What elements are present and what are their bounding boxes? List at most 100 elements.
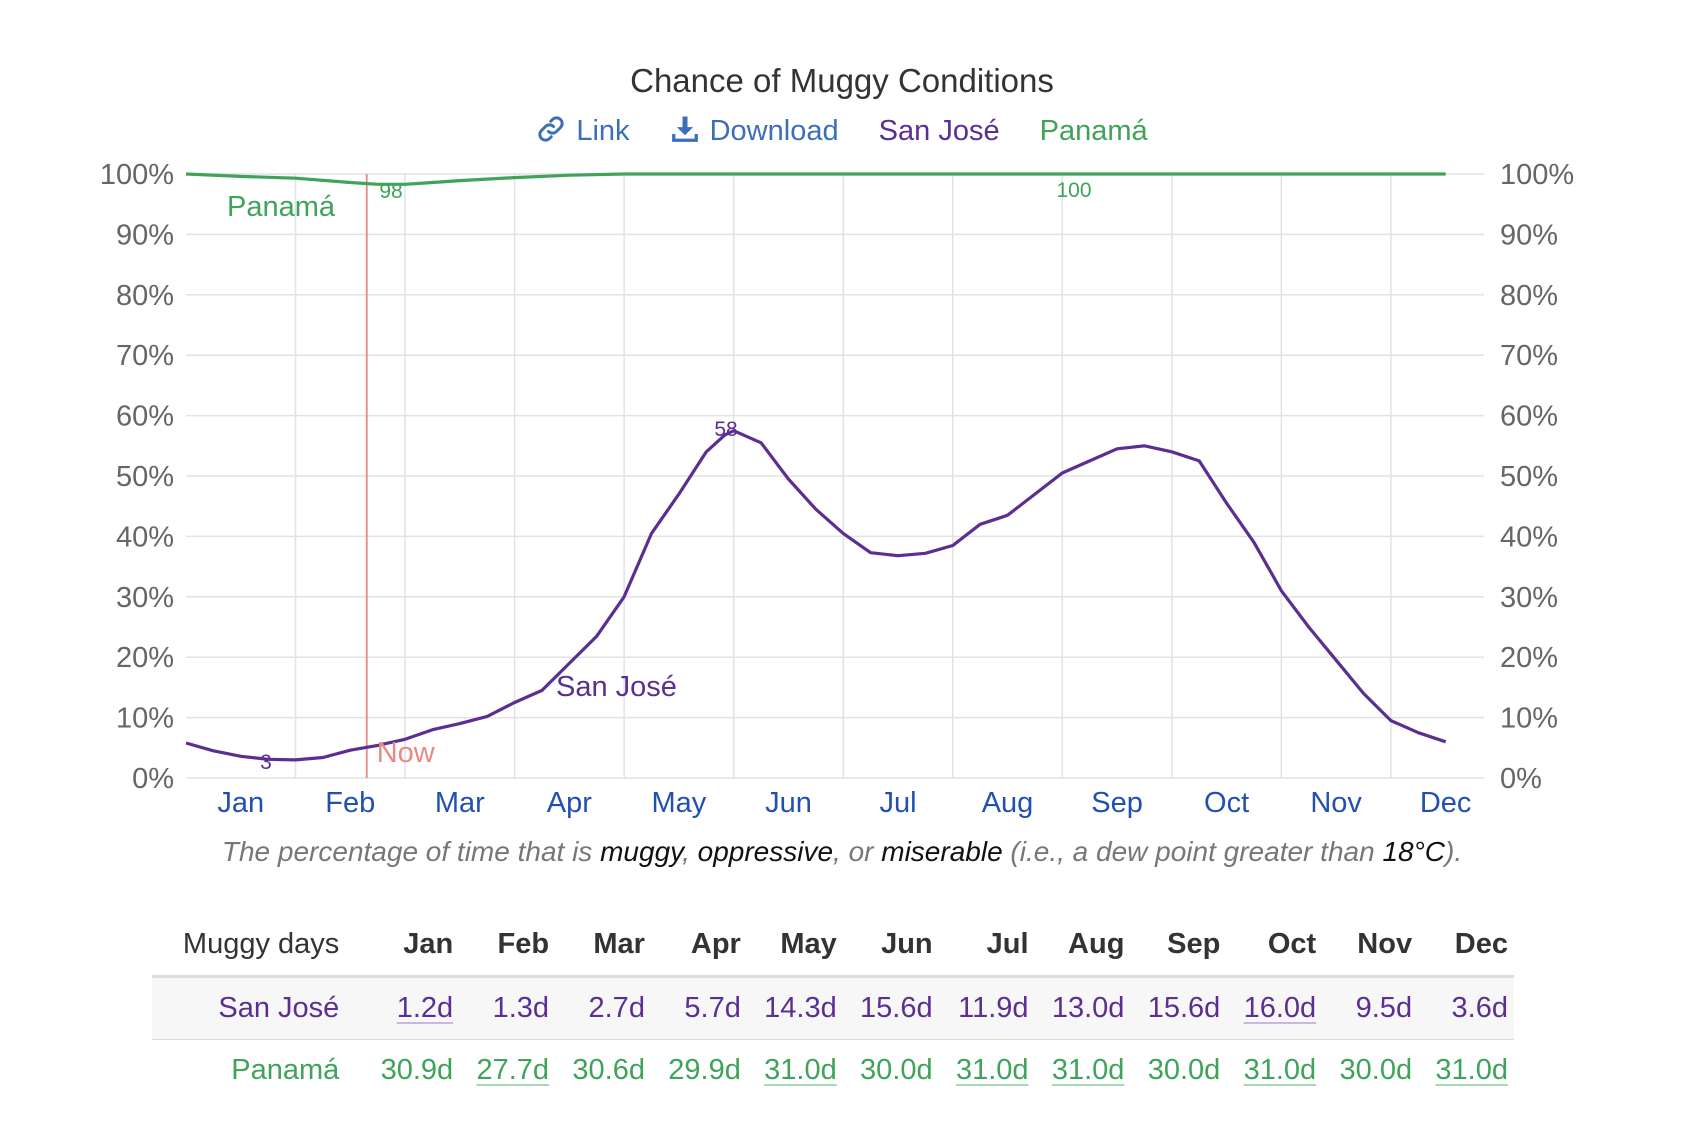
table-cell[interactable]: 31.0d <box>939 1040 1035 1102</box>
y-tick-label-left: 60% <box>116 401 174 433</box>
y-tick-label-left: 30% <box>116 582 174 614</box>
y-tick-label-right: 10% <box>1500 703 1558 735</box>
month-label: Sep <box>1091 787 1143 819</box>
month-label: Aug <box>982 787 1034 819</box>
month-label: Oct <box>1204 787 1249 819</box>
table-cell: 30.0d <box>1130 1040 1226 1102</box>
y-tick-label-right: 90% <box>1500 219 1558 251</box>
table-cell: 30.9d <box>363 1040 459 1102</box>
table-cell[interactable]: 31.0d <box>1418 1040 1514 1102</box>
table-cell-value: 15.6d <box>860 992 933 1024</box>
san-jose-min-label: 3 <box>260 751 272 774</box>
legend-panama[interactable]: Panamá <box>1039 115 1148 147</box>
y-tick-label-left: 40% <box>116 521 174 553</box>
table-cell-value: 29.9d <box>668 1054 741 1086</box>
chart-series <box>185 172 1447 778</box>
chart-grid <box>186 173 1484 779</box>
caption-prefix: The percentage of time that is <box>221 836 601 867</box>
table-cell: 2.7d <box>555 975 651 1040</box>
table-header-month: Mar <box>593 928 645 960</box>
table-cell-value: 11.9d <box>958 992 1029 1024</box>
table-cell: 14.3d <box>746 975 843 1040</box>
link-label: Link <box>576 115 630 147</box>
chart-axes: 0% 0% 10% 10% 20% 20% 30% 30% 40% 40% 50% 50% 60% 60%… <box>100 159 1574 819</box>
table-cell: 13.0d <box>1034 975 1131 1040</box>
y-tick-label-left: 70% <box>116 340 174 372</box>
caption-sep2: , or <box>833 836 882 867</box>
table-row-label: San José <box>152 975 364 1040</box>
month-label: Mar <box>435 787 485 819</box>
table-cell-value: 30.0d <box>1339 1054 1413 1086</box>
table-cell-value: 30.6d <box>572 1054 645 1086</box>
muggy-days-table: Muggy days Jan Feb Mar Apr May Jun Jul Aug Sep Oc… <box>152 920 1514 1101</box>
table-cell-link[interactable]: 31.0d <box>955 1054 1029 1086</box>
month-label: May <box>652 787 707 819</box>
link-icon <box>538 116 564 142</box>
table-cell-value: 14.3d <box>764 992 837 1024</box>
table-header-month: May <box>780 928 837 960</box>
month-label: Nov <box>1310 787 1362 819</box>
table-cell-link[interactable]: 31.0d <box>1243 1054 1317 1086</box>
table-cell-link[interactable]: 31.0d <box>1435 1054 1508 1086</box>
table-cell-value: 9.5d <box>1355 992 1413 1024</box>
y-tick-label-right: 100% <box>1500 159 1574 191</box>
table-cell[interactable]: 27.7d <box>459 1040 555 1102</box>
table-cell: 30.0d <box>843 1040 939 1102</box>
caption-sep1: , <box>682 836 698 867</box>
table-cell: 5.7d <box>650 975 747 1040</box>
table-cell: 30.6d <box>555 1040 651 1102</box>
series-line-panama <box>185 172 1446 186</box>
month-label: Jun <box>765 787 812 819</box>
table-header-month: Jun <box>881 928 933 960</box>
table-cell-value: 3.6d <box>1451 992 1508 1024</box>
table-header-month: Jul <box>986 928 1029 960</box>
table-header-month: Aug <box>1068 928 1125 960</box>
table-cell[interactable]: 31.0d <box>1035 1040 1131 1102</box>
table-cell: 9.5d <box>1322 975 1419 1040</box>
panama-max-label: 100 <box>1056 179 1091 202</box>
table-cell[interactable]: 31.0d <box>1226 1040 1322 1102</box>
table-row: Panamá 30.9d 27.7d 30.6d 29.9d 31.0d 30.0d 31.0… <box>152 1040 1514 1102</box>
y-tick-label-left: 80% <box>116 280 174 312</box>
y-tick-label-right: 60% <box>1500 401 1558 433</box>
y-tick-label-left: 20% <box>116 642 174 674</box>
y-tick-label-right: 80% <box>1500 280 1558 312</box>
series-label-san-jose: San José <box>556 671 677 703</box>
san-jose-max-label: 58 <box>714 418 737 441</box>
table-cell: 15.6d <box>842 975 939 1040</box>
chart-caption: The percentage of time that is muggy, op… <box>0 836 1684 868</box>
panama-min-label: 98 <box>379 180 402 203</box>
table-cell-link[interactable]: 16.0d <box>1243 992 1317 1024</box>
link-button[interactable]: Link <box>536 114 630 148</box>
table-cell-value: 30.0d <box>1147 1054 1221 1086</box>
table-cell[interactable]: 1.2d <box>363 975 460 1040</box>
table-cell-link[interactable]: 31.0d <box>764 1054 837 1086</box>
table-cell-link[interactable]: 31.0d <box>1051 1054 1125 1086</box>
table-cell-link[interactable]: 1.2d <box>396 992 454 1024</box>
table-header-month: Dec <box>1454 928 1508 960</box>
download-icon <box>671 116 698 142</box>
table-cell[interactable]: 31.0d <box>747 1040 843 1102</box>
y-tick-label-right: 30% <box>1500 582 1558 614</box>
download-button[interactable]: Download <box>670 114 839 148</box>
legend-san-jose[interactable]: San José <box>878 115 1000 147</box>
table-cell-link[interactable]: 27.7d <box>476 1054 550 1086</box>
y-tick-label-right: 0% <box>1500 763 1542 795</box>
table-cell[interactable]: 16.0d <box>1226 975 1323 1040</box>
y-tick-label-right: 40% <box>1500 521 1558 553</box>
table-header-month: Apr <box>690 928 741 960</box>
table-header-label: Muggy days <box>182 928 340 960</box>
download-label: Download <box>709 115 839 147</box>
y-tick-label-right: 70% <box>1500 340 1558 372</box>
table-cell: 3.6d <box>1418 975 1514 1040</box>
table-cell: 30.0d <box>1322 1040 1418 1102</box>
y-tick-label-left: 90% <box>116 219 174 251</box>
y-tick-label-left: 0% <box>132 763 174 795</box>
table-cell: 29.9d <box>651 1040 747 1102</box>
table-row-label: Panamá <box>231 1054 340 1086</box>
table-cell: 11.9d <box>938 975 1035 1040</box>
table-cell: 15.6d <box>1130 975 1227 1040</box>
y-tick-label-left: 10% <box>116 703 174 735</box>
table-cell-value: 2.7d <box>588 992 645 1024</box>
now-marker-label: Now <box>377 737 436 769</box>
